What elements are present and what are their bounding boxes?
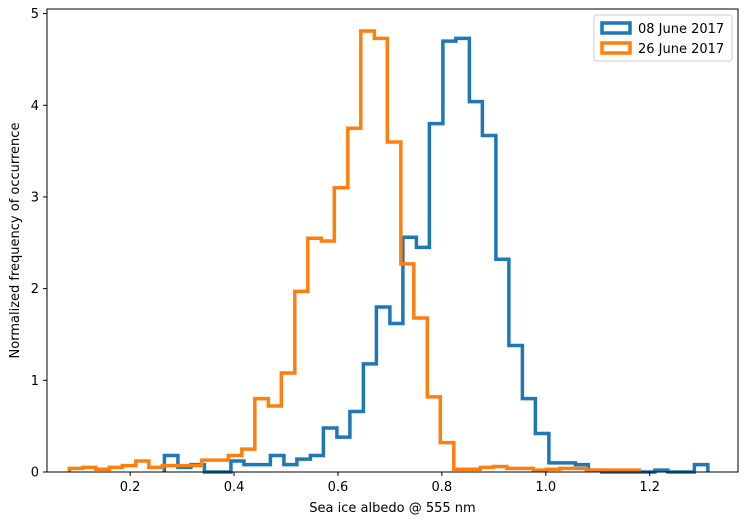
x-tick-label: 0.8	[432, 480, 453, 495]
x-axis-label: Sea ice albedo @ 555 nm	[309, 501, 475, 516]
plot-frame	[46, 8, 739, 473]
histogram-series-2	[67, 29, 642, 472]
y-tick-label: 2	[31, 282, 39, 297]
x-tick-label: 0.6	[328, 480, 349, 495]
series-layer	[67, 29, 710, 474]
y-tick-label: 4	[31, 99, 39, 114]
y-tick-label: 5	[31, 7, 39, 22]
y-tick-label: 3	[31, 190, 39, 205]
legend: 08 June 2017 26 June 2017	[593, 14, 733, 62]
legend-label: 26 June 2017	[638, 42, 724, 57]
x-tick-label: 0.2	[120, 480, 141, 495]
legend-label: 08 June 2017	[638, 22, 724, 37]
legend-swatch	[600, 21, 632, 35]
legend-swatch	[600, 41, 632, 55]
y-tick-label: 1	[31, 374, 39, 389]
plot-area	[47, 9, 738, 472]
y-axis-label: Normalized frequency of occurrence	[8, 123, 23, 359]
y-tick-label: 0	[31, 466, 39, 481]
y-axis: 0 1 2 3 4 5	[31, 7, 47, 481]
x-tick-label: 0.4	[224, 480, 245, 495]
x-tick-label: 1.2	[639, 480, 660, 495]
x-tick-label: 1.0	[535, 480, 556, 495]
x-axis: 0.2 0.4 0.6 0.8 1.0 1.2	[120, 472, 660, 495]
